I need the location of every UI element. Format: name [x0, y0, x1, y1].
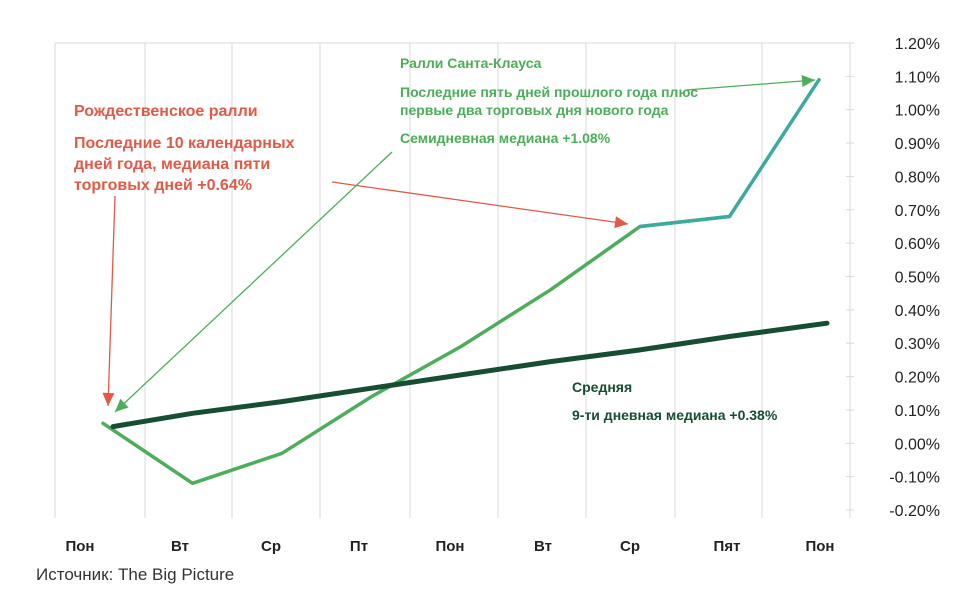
annotation-christmas: Рождественское ралли Последние 10 календ…	[74, 103, 295, 194]
arrow-christmas-to-santa-head	[614, 216, 628, 229]
arrow-santa-end-shaft	[685, 79, 816, 91]
arrow-santa-start-head	[115, 398, 129, 412]
y-tick-label: -0.10%	[889, 470, 940, 487]
y-tick-label: 0.50%	[895, 270, 940, 287]
y-tick-label: 1.00%	[895, 103, 940, 120]
x-tick-label: Ср	[261, 538, 281, 555]
y-tick-label: 0.90%	[895, 136, 940, 153]
annotation-christmas-line-1: Последние 10 календарных	[74, 135, 295, 152]
annotation-christmas-line-2: дней года, медиана пяти	[74, 156, 270, 173]
series-line-santa	[101, 214, 732, 486]
y-tick-label: 0.60%	[895, 236, 940, 253]
x-tick-label: Пон	[805, 538, 834, 555]
series-line-santa_end	[638, 77, 821, 229]
x-tick-label: Пон	[435, 538, 464, 555]
x-tick-label: Вт	[171, 538, 189, 555]
source-note: Источник: The Big Picture	[36, 565, 234, 584]
arrow-santa-end-head	[801, 75, 815, 87]
annotation-santa: Ралли Санта-Клауса Последние пять дней п…	[400, 55, 698, 146]
y-tick-label: 0.40%	[895, 303, 940, 320]
annotation-christmas-line-3: торговых дней +0.64%	[74, 177, 252, 194]
annotation-arrows	[102, 75, 816, 413]
arrow-christmas-head	[102, 392, 115, 406]
y-tick-label: 0.20%	[895, 370, 940, 387]
x-tick-label: Ср	[620, 538, 640, 555]
y-tick-label: 0.70%	[895, 203, 940, 220]
annotation-santa-line-2: первые два торговых дня нового года	[400, 102, 669, 118]
arrow-santa-start-shaft	[114, 151, 393, 413]
y-tick-label: 0.30%	[895, 336, 940, 353]
annotation-santa-line-1: Последние пять дней прошлого года плюс	[400, 84, 698, 100]
y-tick-label: 1.20%	[895, 36, 940, 53]
annotation-santa-title: Ралли Санта-Клауса	[400, 55, 542, 71]
series-line-average	[110, 320, 830, 430]
annotation-christmas-title: Рождественское ралли	[74, 103, 258, 120]
y-axis-tick-labels: 1.20% 1.10% 1.00% 0.90% 0.80% 0.70% 0.60% 0.50%…	[889, 36, 940, 520]
x-tick-label: Вт	[534, 538, 552, 555]
annotation-average-line-1: 9-ти дневная медиана +0.38%	[572, 407, 778, 423]
arrow-christmas-shaft	[107, 195, 116, 407]
annotation-santa-line-3: Семидневная медиана +1.08%	[400, 130, 611, 146]
annotation-average: Средняя 9-ти дневная медиана +0.38%	[572, 379, 778, 423]
y-tick-label: -0.20%	[889, 503, 940, 520]
y-tick-label: 0.10%	[895, 403, 940, 420]
y-tick-label: 0.00%	[895, 436, 940, 453]
grid-lines	[54, 42, 854, 518]
y-tick-label: 1.10%	[895, 69, 940, 86]
series-lines	[101, 77, 830, 486]
x-axis-tick-labels: Пон Вт Ср Пт Пон Вт Ср Пят Пон	[65, 538, 834, 555]
arrow-christmas-to-santa-shaft	[331, 181, 629, 225]
y-tick-label: 0.80%	[895, 169, 940, 186]
x-tick-label: Пт	[350, 538, 368, 555]
x-tick-label: Пят	[714, 538, 741, 555]
x-tick-label: Пон	[65, 538, 94, 555]
annotation-average-title: Средняя	[572, 379, 632, 395]
